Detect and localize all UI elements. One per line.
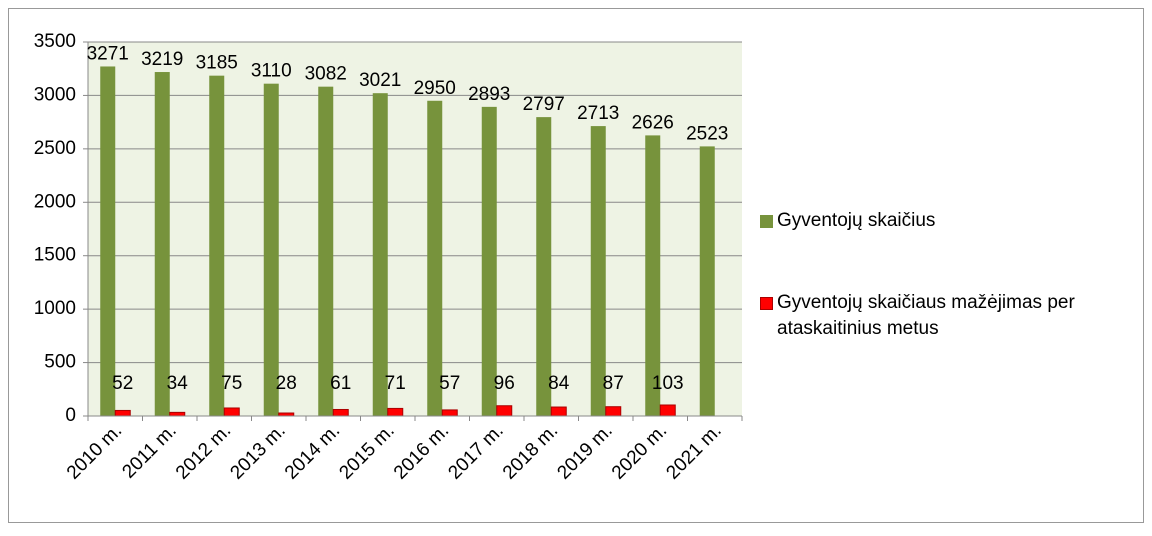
data-label: 84	[548, 373, 570, 394]
data-label: 103	[652, 373, 684, 394]
y-tick-label: 2500	[34, 138, 76, 159]
data-label: 96	[494, 373, 515, 394]
y-tick-label: 0	[65, 405, 76, 426]
bar	[263, 83, 279, 416]
plot-area	[88, 42, 742, 416]
bar	[441, 409, 458, 417]
data-label: 52	[112, 373, 133, 394]
bar	[427, 100, 443, 417]
data-label: 3082	[305, 64, 347, 85]
data-label: 87	[603, 373, 624, 394]
bar	[605, 406, 622, 417]
y-tick-label: 1000	[34, 298, 76, 319]
data-label: 2713	[577, 103, 619, 124]
bar	[536, 117, 552, 416]
bar	[372, 93, 388, 416]
bar	[387, 407, 404, 417]
legend-entry: Gyventojų skaičius	[760, 208, 1120, 234]
data-label: 71	[385, 373, 406, 394]
data-label: 28	[276, 373, 297, 394]
bar	[114, 409, 131, 417]
bar	[496, 405, 513, 417]
legend-label: Gyventojų skaičius	[777, 210, 936, 231]
bar	[209, 75, 225, 416]
data-label: 3219	[141, 49, 183, 70]
data-label: 3021	[359, 70, 401, 91]
bar	[481, 106, 497, 416]
data-label: 2797	[523, 94, 565, 115]
y-tick-label: 500	[44, 352, 76, 373]
y-tick-label: 3500	[34, 31, 76, 52]
data-label: 2523	[686, 123, 728, 144]
data-label: 3110	[251, 61, 292, 82]
data-label: 2626	[632, 112, 674, 133]
data-label: 3185	[196, 53, 238, 74]
bar	[550, 406, 567, 417]
y-tick-label: 1500	[34, 245, 76, 266]
legend-entry: Gyventojų skaičiaus mažėjimas per ataska…	[760, 290, 1120, 342]
bar	[169, 411, 186, 417]
y-tick-label: 3000	[34, 84, 76, 105]
bar	[223, 407, 240, 417]
bar	[645, 135, 661, 417]
legend-label: Gyventojų skaičiaus mažėjimas per ataska…	[777, 292, 1075, 339]
bar	[100, 66, 116, 417]
legend-swatch	[760, 297, 773, 310]
data-label: 2893	[468, 84, 510, 105]
data-label: 34	[167, 373, 189, 394]
data-label: 2950	[414, 78, 456, 99]
bar	[318, 86, 334, 416]
bar	[332, 408, 349, 417]
data-label: 57	[439, 373, 460, 394]
bar	[590, 126, 606, 417]
y-tick-label: 2000	[34, 191, 76, 212]
legend-swatch	[760, 215, 773, 228]
bar	[659, 404, 676, 417]
data-label: 61	[330, 373, 351, 394]
data-label: 75	[221, 373, 242, 394]
data-label: 3271	[87, 43, 129, 64]
bar	[699, 146, 715, 417]
bar	[154, 72, 170, 416]
